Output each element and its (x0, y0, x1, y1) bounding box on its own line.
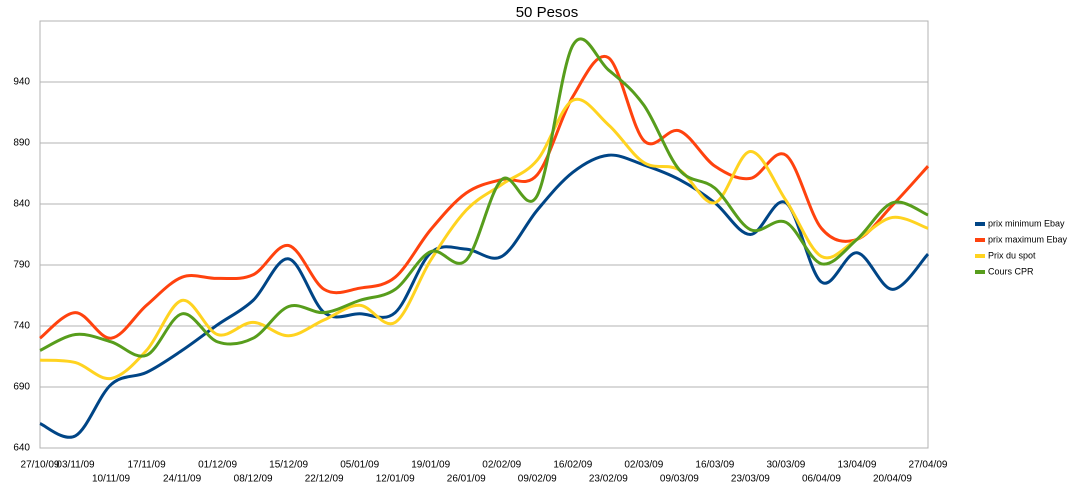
legend-swatch (975, 270, 985, 274)
x-tick-label: 01/12/09 (198, 460, 237, 471)
x-tick-label: 10/11/09 (92, 474, 131, 485)
x-tick-label: 19/01/09 (411, 460, 450, 471)
x-tick-label: 20/04/09 (873, 474, 912, 485)
y-tick-label: 640 (13, 443, 30, 454)
x-tick-label: 23/03/09 (731, 474, 770, 485)
y-tick-label: 940 (13, 77, 30, 88)
x-tick-label: 24/11/09 (163, 474, 202, 485)
x-tick-label: 26/01/09 (447, 474, 486, 485)
x-tick-label: 22/12/09 (305, 474, 344, 485)
x-tick-label: 09/02/09 (518, 474, 557, 485)
x-tick-label: 27/10/09 (21, 460, 60, 471)
legend-label: prix maximum Ebay (988, 234, 1068, 244)
x-tick-label: 16/02/09 (553, 460, 592, 471)
legend-swatch (975, 254, 985, 258)
x-tick-label: 06/04/09 (802, 474, 841, 485)
x-tick-label: 03/11/09 (56, 460, 95, 471)
y-tick-label: 840 (13, 199, 30, 210)
x-tick-label: 30/03/09 (766, 460, 805, 471)
x-tick-label: 13/04/09 (837, 460, 876, 471)
legend-swatch (975, 238, 985, 242)
y-tick-label: 740 (13, 321, 30, 332)
x-tick-label: 23/02/09 (589, 474, 628, 485)
x-tick-label: 05/01/09 (340, 460, 379, 471)
x-tick-label: 12/01/09 (376, 474, 415, 485)
legend-label: prix minimum Ebay (988, 218, 1065, 228)
legend-swatch (975, 222, 985, 226)
x-tick-label: 09/03/09 (660, 474, 699, 485)
series-line (39, 97, 929, 380)
x-tick-label: 27/04/09 (909, 460, 948, 471)
x-tick-label: 02/02/09 (482, 460, 521, 471)
y-tick-label: 790 (13, 260, 30, 271)
x-tick-label: 08/12/09 (234, 474, 273, 485)
series-line (39, 37, 929, 358)
legend-label: Prix du spot (988, 250, 1036, 260)
plot-frame (39, 20, 929, 449)
y-tick-label: 890 (13, 138, 30, 149)
chart-title: 50 Pesos (516, 4, 579, 21)
legend-label: Cours CPR (988, 266, 1034, 276)
y-tick-label: 690 (13, 382, 30, 393)
x-tick-label: 16/03/09 (695, 460, 734, 471)
x-tick-label: 17/11/09 (127, 460, 166, 471)
x-tick-label: 15/12/09 (269, 460, 308, 471)
x-tick-label: 02/03/09 (624, 460, 663, 471)
